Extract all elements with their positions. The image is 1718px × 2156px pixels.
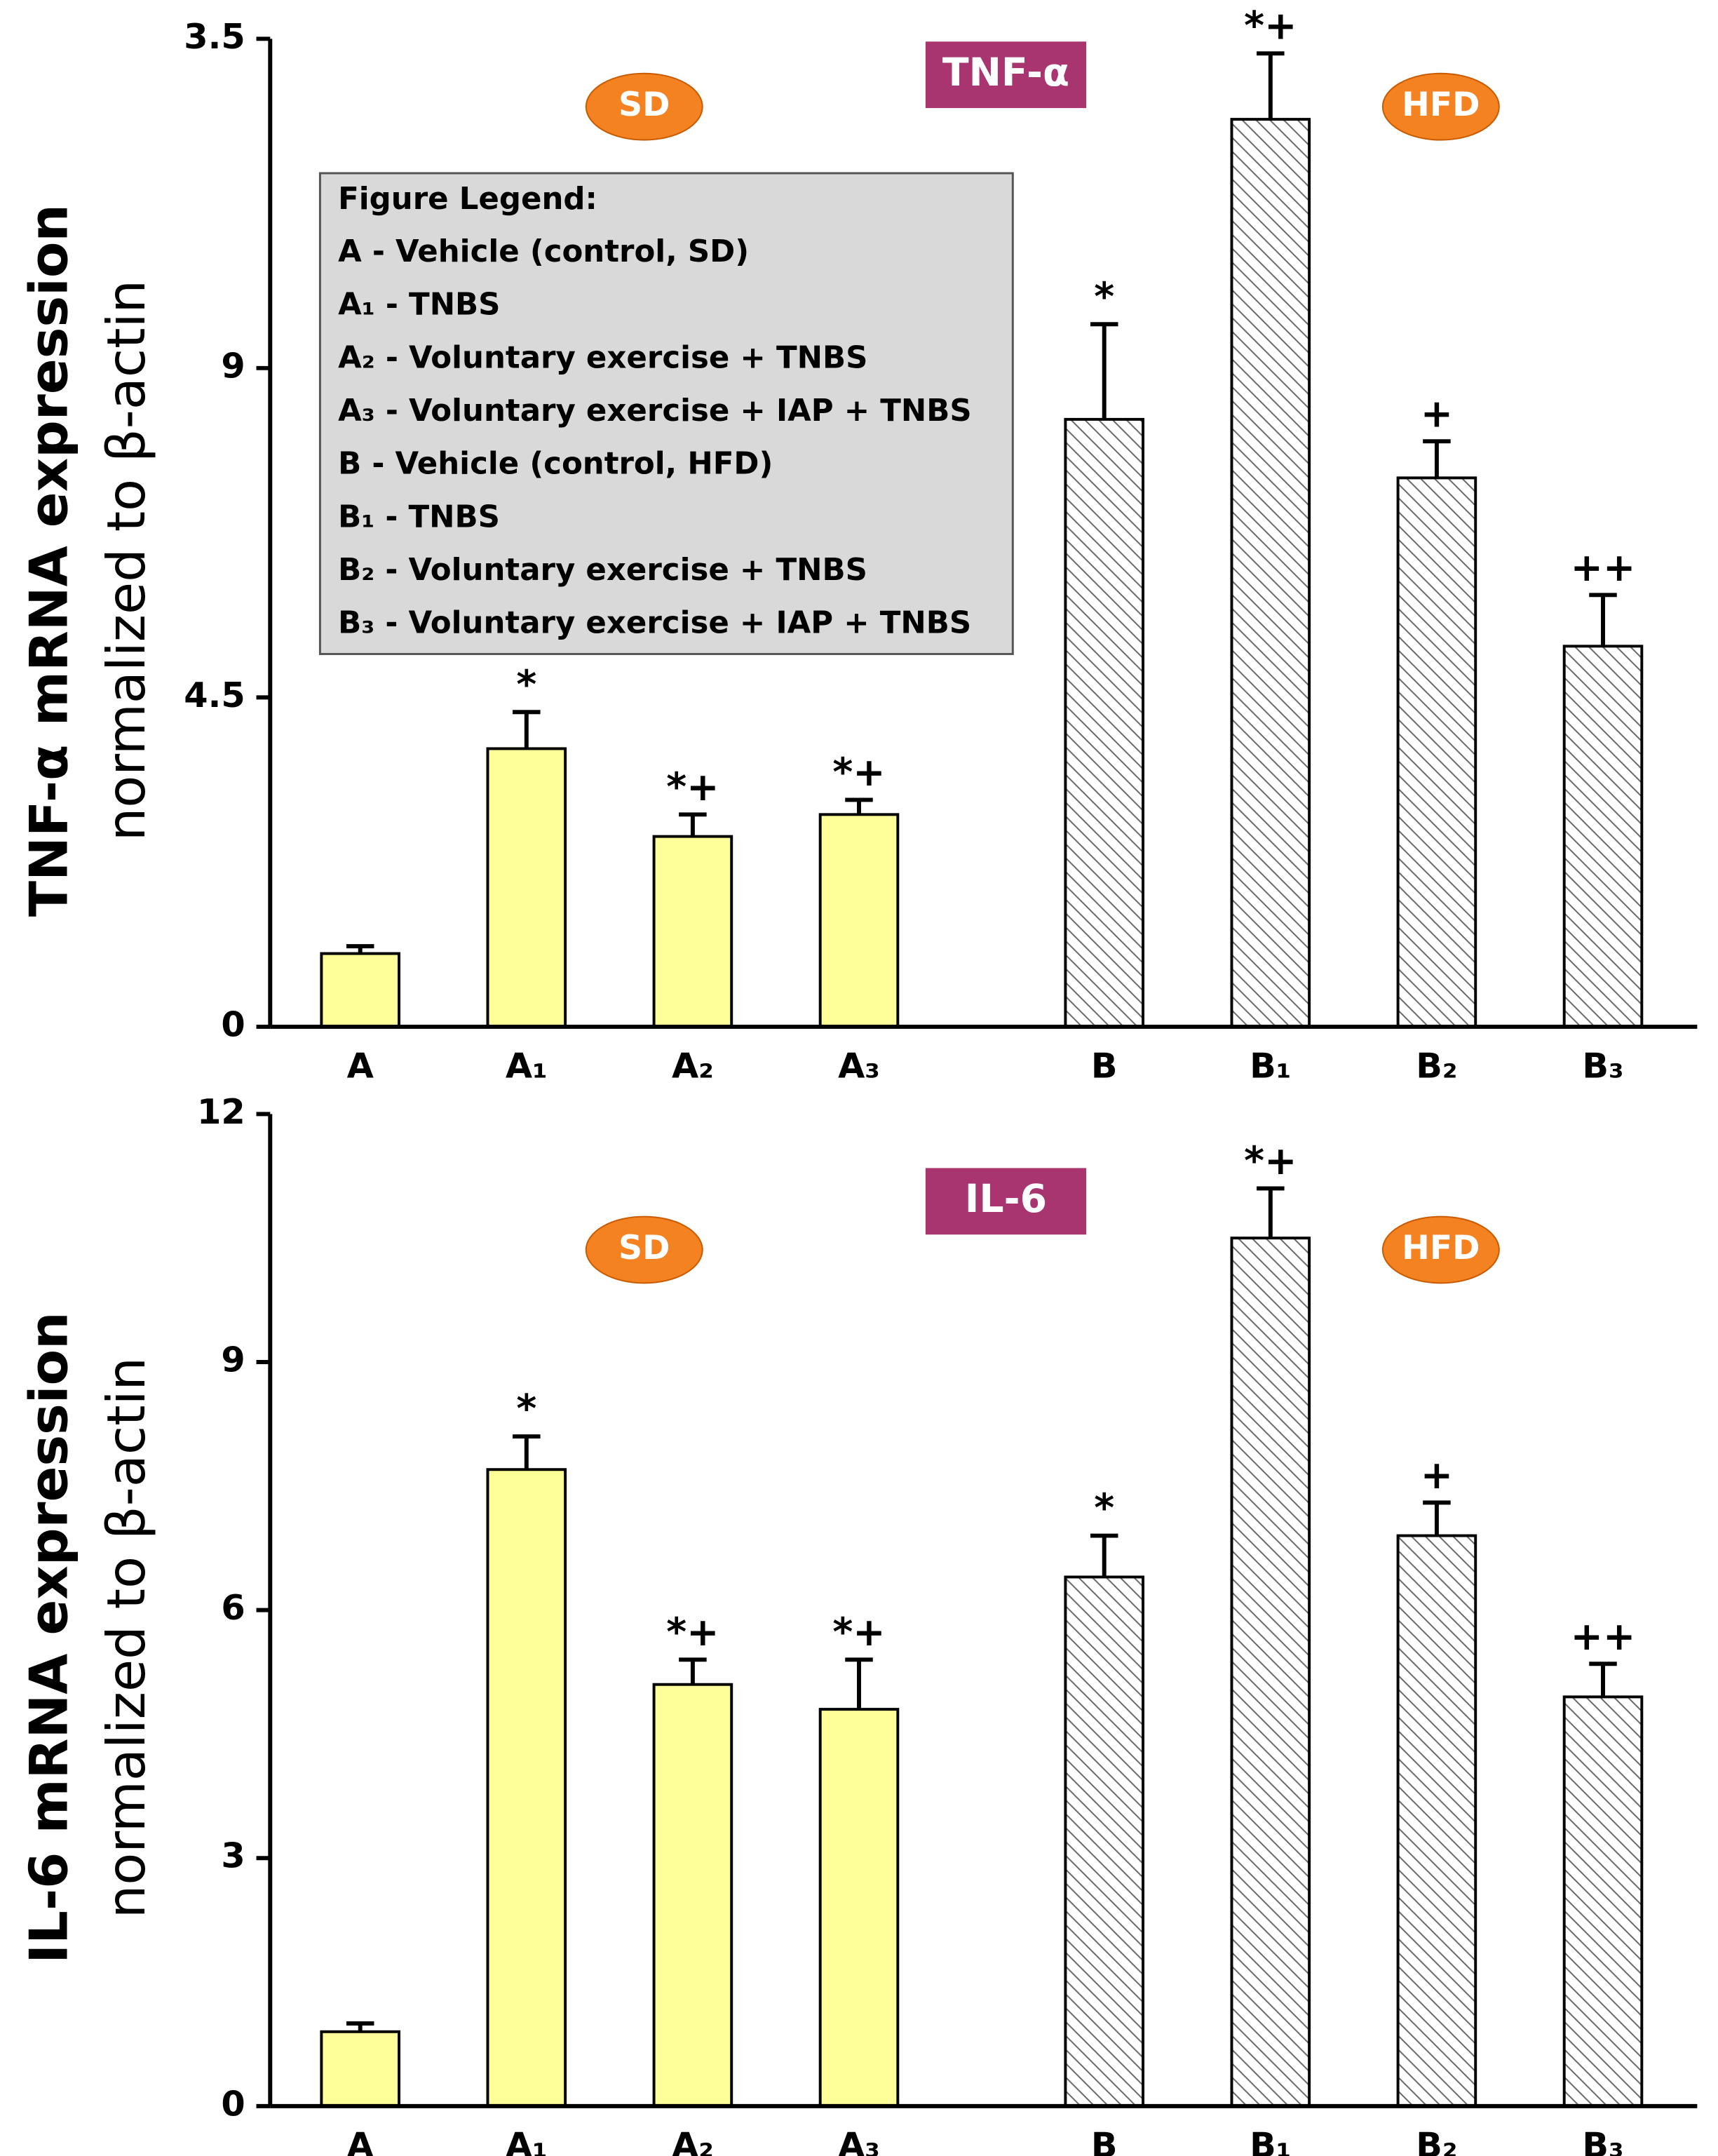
significance-label: *+ bbox=[1244, 1139, 1297, 1184]
x-tick-label: A₂ bbox=[672, 1046, 714, 1086]
group-label: SD bbox=[618, 1229, 670, 1267]
bar bbox=[818, 813, 900, 1028]
group-oval bbox=[1381, 72, 1500, 141]
bar bbox=[1064, 1575, 1145, 2108]
title-box bbox=[925, 41, 1087, 109]
bar bbox=[818, 1708, 900, 2108]
legend-item: A₁ - TNBS bbox=[338, 288, 500, 323]
bar bbox=[1396, 476, 1477, 1028]
legend-item: A₂ - Voluntary exercise + TNBS bbox=[338, 340, 867, 375]
group-oval bbox=[585, 1215, 703, 1284]
y-tick-label: 6 bbox=[221, 1587, 245, 1628]
significance-label: *+ bbox=[1244, 4, 1297, 49]
x-tick-label: B₂ bbox=[1416, 1046, 1457, 1086]
error-bar bbox=[845, 797, 873, 815]
chart-title: IL-6 bbox=[965, 1177, 1047, 1222]
y-tick-label: 0 bbox=[221, 1004, 245, 1044]
x-tick-label: A₃ bbox=[838, 1046, 880, 1086]
x-tick-label: B₃ bbox=[1582, 1046, 1623, 1086]
x-tick-label: B₃ bbox=[1582, 2125, 1623, 2156]
bar bbox=[320, 952, 401, 1028]
x-tick-label: B₁ bbox=[1250, 2125, 1291, 2156]
significance-label: *+ bbox=[832, 750, 885, 795]
legend-item: A - Vehicle (control, SD) bbox=[338, 234, 749, 269]
chart-title: TNF-α bbox=[942, 50, 1069, 95]
y-tick-label: 3.5 bbox=[184, 16, 245, 57]
significance-label: * bbox=[1094, 275, 1114, 320]
legend-item: B₁ - TNBS bbox=[338, 499, 500, 534]
x-tick-label: A₃ bbox=[838, 2125, 880, 2156]
significance-label: * bbox=[516, 1387, 536, 1432]
legend-item: A₃ - Voluntary exercise + IAP + TNBS bbox=[338, 393, 972, 429]
group-oval bbox=[585, 72, 703, 141]
bar bbox=[1562, 1695, 1644, 2108]
error-bar bbox=[679, 1657, 707, 1685]
error-bar bbox=[346, 944, 374, 954]
legend-item: B₃ - Voluntary exercise + IAP + TNBS bbox=[338, 606, 971, 641]
y-axis-label: normalized to β-actin bbox=[95, 1357, 157, 1918]
error-bar bbox=[513, 710, 541, 749]
significance-label: ++ bbox=[1571, 1615, 1636, 1659]
y-tick-label: 0 bbox=[221, 2083, 245, 2124]
x-tick-label: B bbox=[1091, 2125, 1118, 2156]
significance-label: *+ bbox=[832, 1610, 885, 1655]
x-tick-label: A₁ bbox=[506, 2125, 548, 2156]
y-axis-label: IL-6 mRNA expression bbox=[18, 1312, 80, 1963]
bar bbox=[1230, 118, 1311, 1028]
bar bbox=[486, 747, 567, 1028]
legend-item: B₂ - Voluntary exercise + TNBS bbox=[338, 553, 867, 588]
bar bbox=[1562, 645, 1644, 1028]
error-bar bbox=[346, 2021, 374, 2032]
group-label: HFD bbox=[1402, 1229, 1480, 1267]
title-box bbox=[925, 1168, 1087, 1235]
error-bar bbox=[1257, 51, 1285, 120]
error-bar bbox=[513, 1434, 541, 1470]
y-tick-label: 3 bbox=[221, 1835, 245, 1876]
legend-title: Figure Legend: bbox=[338, 182, 597, 217]
bar bbox=[652, 835, 733, 1028]
y-tick-label: 9 bbox=[221, 345, 245, 386]
significance-label: *+ bbox=[666, 1610, 719, 1655]
error-bar bbox=[1423, 1500, 1451, 1536]
error-bar bbox=[1090, 322, 1118, 419]
error-bar bbox=[1090, 1533, 1118, 1577]
significance-label: * bbox=[516, 663, 536, 708]
y-tick-label: 9 bbox=[221, 1339, 245, 1380]
legend-box bbox=[318, 172, 1014, 655]
x-tick-label: A bbox=[347, 1046, 374, 1086]
y-tick-label: 4.5 bbox=[184, 675, 245, 715]
error-bar bbox=[1589, 593, 1617, 647]
significance-label: * bbox=[1094, 1486, 1114, 1531]
group-label: SD bbox=[618, 86, 670, 124]
error-bar bbox=[845, 1657, 873, 1710]
bar bbox=[1230, 1237, 1311, 2108]
group-oval bbox=[1381, 1215, 1500, 1284]
x-tick-label: A₁ bbox=[506, 1046, 548, 1086]
error-bar bbox=[1257, 1186, 1285, 1239]
x-tick-label: B bbox=[1091, 1046, 1118, 1086]
y-axis-label: TNF-α mRNA expression bbox=[18, 204, 80, 917]
x-tick-label: A₂ bbox=[672, 2125, 714, 2156]
bar bbox=[1396, 1534, 1477, 2108]
significance-label: *+ bbox=[666, 765, 719, 810]
error-bar bbox=[679, 812, 707, 837]
bar bbox=[1064, 417, 1145, 1028]
bar bbox=[320, 2030, 401, 2108]
x-tick-label: A bbox=[347, 2125, 374, 2156]
error-bar bbox=[1589, 1662, 1617, 1697]
bar bbox=[652, 1683, 733, 2108]
significance-label: + bbox=[1421, 1453, 1453, 1498]
y-tick-label: 12 bbox=[197, 1091, 245, 1132]
error-bar bbox=[1423, 439, 1451, 478]
y-axis-label: normalized to β-actin bbox=[95, 280, 157, 841]
x-tick-label: B₂ bbox=[1416, 2125, 1457, 2156]
significance-label: ++ bbox=[1571, 546, 1636, 591]
x-tick-label: B₁ bbox=[1250, 1046, 1291, 1086]
bar bbox=[486, 1468, 567, 2108]
legend-item: B - Vehicle (control, HFD) bbox=[338, 447, 773, 482]
group-label: HFD bbox=[1402, 86, 1480, 124]
significance-label: + bbox=[1421, 392, 1453, 437]
